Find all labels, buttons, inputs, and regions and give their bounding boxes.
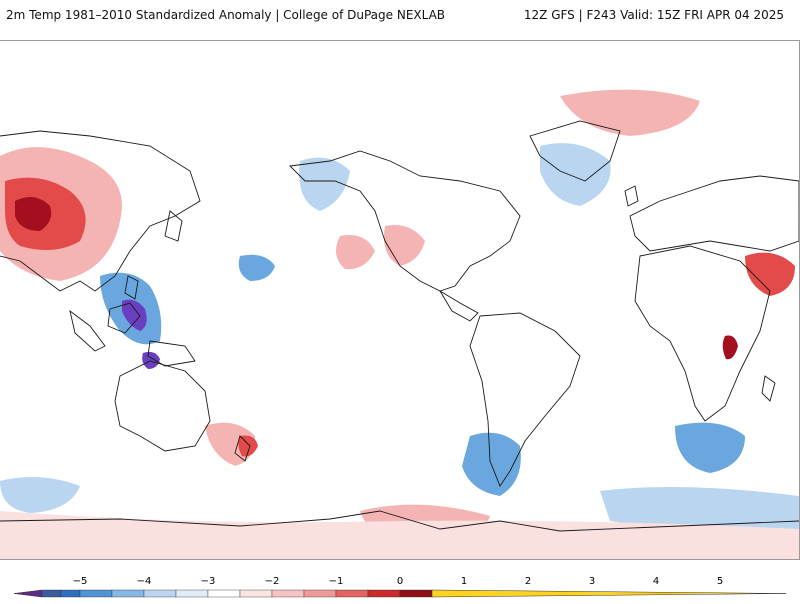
colorbar-segment [303,589,337,598]
colorbar-tick-label: −5 [73,576,88,587]
colorbar: −5 −4 −3 −2 −1 0 1 2 3 4 5 [0,570,800,600]
outline-borneo [107,302,141,334]
outline-greenland [529,120,621,182]
anomaly-hot-newzealand [238,435,258,457]
colorbar-tick-label: −3 [201,576,216,587]
colorbar-tick-label: −1 [329,576,344,587]
anomaly-very-hot-east-africa [722,335,738,360]
colorbar-tick-label: 0 [397,576,403,587]
map-canvas [0,89,799,559]
colorbar-segment [271,589,305,598]
colorbar-segment [175,589,209,598]
anomaly-warm-sw-us [384,225,425,266]
colorbar-tick-label: 3 [589,576,595,587]
outline-new-zealand [234,435,251,462]
anomaly-cool-northwest-atlantic [540,143,611,206]
anomaly-cool-npacific [299,157,350,211]
anomaly-shading [0,89,799,559]
anomaly-cool-antarctic-east [600,487,799,533]
anomaly-cool-south-indian [675,422,745,473]
anomaly-map[interactable] [0,40,800,560]
colorbar-segment [79,589,113,598]
colorbar-segment [399,589,433,598]
colorbar-segment [41,589,62,598]
colorbar-tick-label: 2 [525,576,531,587]
outline-japan [164,210,183,242]
outline-asia [0,130,201,292]
outline-europe [629,175,799,252]
anomaly-cool-antarctic-west [0,477,80,513]
outline-sumatra [69,309,106,352]
colorbar-tick-label: −4 [137,576,152,587]
continent-outlines [0,120,799,532]
outline-australia [114,360,211,452]
run-valid-time: 12Z GFS | F243 Valid: 15Z FRI APR 04 202… [523,8,784,22]
map-header: 2m Temp 1981–2010 Standardized Anomaly |… [0,0,800,32]
anomaly-warm-npacific-east [336,235,375,270]
anomaly-cold-pacific-west [238,254,275,281]
colorbar-tick-label: 1 [461,576,467,587]
outline-britain [624,185,639,207]
colorbar-tick-label: 5 [717,576,723,587]
outline-madagascar [761,375,776,402]
outline-south-america [469,312,581,487]
anomaly-hot-middle-east [745,252,795,296]
colorbar-segment [367,589,401,598]
colorbar-tick-label: −2 [265,576,280,587]
outline-africa [634,245,771,422]
colorbar-segment [143,589,177,598]
outline-central-america [439,290,479,322]
anomaly-very-cold-indonesia [122,299,147,331]
colorbar-segment [335,589,369,598]
outline-antarctica [0,510,799,532]
colorbar-segment [207,589,241,598]
colorbar-svg: −5 −4 −3 −2 −1 0 1 2 3 4 5 [13,576,787,598]
anomaly-very-cold-newguinea [142,351,160,369]
colorbar-segment [239,589,273,598]
product-title: 2m Temp 1981–2010 Standardized Anomaly |… [6,8,446,22]
colorbar-segment [111,589,145,598]
colorbar-tick-label: 4 [653,576,659,587]
anomaly-very-hot-asia [15,197,52,231]
colorbar-segment [60,589,81,598]
colorbar-arrow-high [431,589,787,598]
anomaly-warm-arctic [560,89,700,136]
outline-philippines [124,275,139,300]
colorbar-arrow-low [13,589,43,598]
anomaly-warm-southern-band [0,511,799,559]
outline-north-america [289,150,521,292]
outline-new-guinea [147,340,196,367]
